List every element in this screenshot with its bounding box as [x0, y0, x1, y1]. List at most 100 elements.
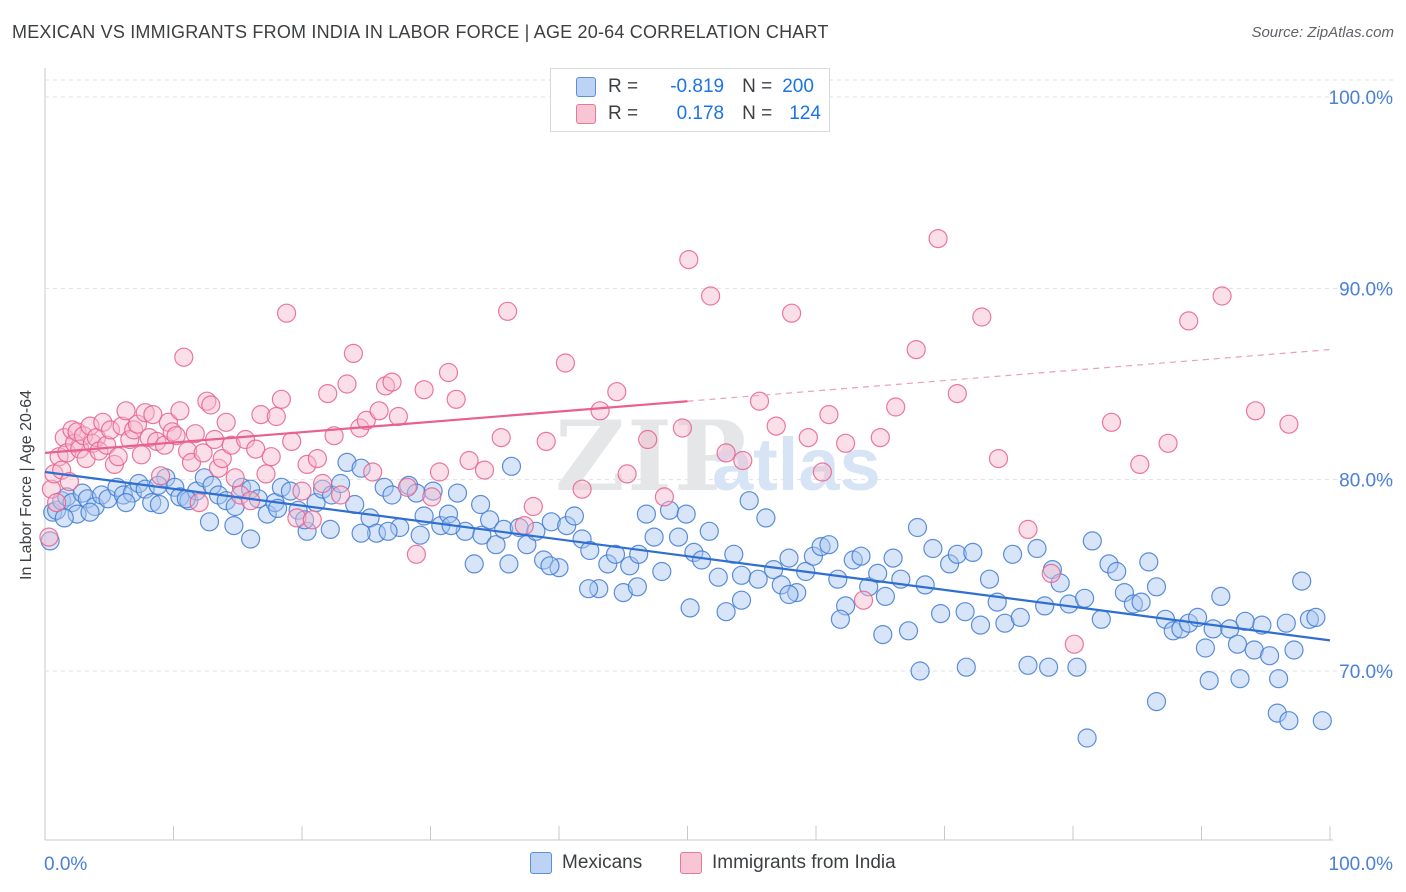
data-point-mexicans: [739, 491, 759, 511]
data-point-india: [819, 405, 839, 425]
data-point-mexicans: [241, 529, 261, 549]
chart-title: MEXICAN VS IMMIGRANTS FROM INDIA IN LABO…: [12, 22, 829, 42]
data-point-mexicans: [1203, 619, 1223, 639]
data-point-mexicans: [819, 535, 839, 555]
data-point-india: [459, 450, 479, 471]
data-point-mexicans: [194, 468, 214, 488]
data-point-mexicans: [297, 521, 317, 541]
data-point-mexicans: [1018, 655, 1038, 675]
data-point-india: [343, 343, 363, 363]
data-point-mexicans: [337, 452, 357, 472]
data-point-mexicans: [1292, 571, 1312, 591]
data-point-mexicans: [1199, 670, 1219, 691]
data-point-mexicans: [598, 554, 618, 574]
data-point-india: [429, 462, 450, 482]
data-point-mexicans: [1099, 554, 1119, 574]
data-point-india: [135, 403, 155, 423]
data-point-india: [124, 420, 144, 440]
data-point-india: [988, 449, 1009, 469]
data-point-india: [1158, 433, 1178, 453]
data-point-mexicans: [471, 494, 491, 515]
data-point-mexicans: [224, 515, 244, 536]
data-point-mexicans: [1035, 596, 1055, 616]
data-point-mexicans: [898, 621, 919, 641]
data-point-mexicans: [676, 504, 696, 524]
data-point-mexicans: [779, 548, 799, 568]
data-point-mexicans: [116, 493, 136, 513]
data-point-india: [193, 443, 213, 463]
data-point-india: [1041, 563, 1061, 584]
data-point-india: [947, 384, 967, 404]
data-point-india: [151, 466, 171, 486]
data-point-india: [120, 429, 140, 450]
data-point-india: [1212, 286, 1232, 306]
data-point-mexicans: [970, 615, 991, 635]
data-point-mexicans: [46, 500, 67, 520]
data-point-india: [356, 410, 376, 430]
data-point-mexicans: [1091, 609, 1111, 629]
data-point-india: [127, 414, 148, 434]
data-point-mexicans: [1306, 607, 1326, 628]
x-tick-label: 0.0%: [44, 854, 87, 875]
data-point-india: [638, 429, 658, 450]
data-point-mexicans: [410, 525, 430, 545]
data-point-india: [54, 428, 74, 448]
data-point-india: [590, 401, 610, 421]
data-point-mexicans: [438, 504, 459, 524]
data-point-mexicans: [756, 508, 776, 528]
data-point-india: [700, 286, 721, 306]
data-point-mexicans: [1230, 669, 1250, 689]
data-point-mexicans: [699, 521, 719, 541]
trend-line-india-extension: [687, 348, 1331, 402]
legend-n-label: N =: [742, 103, 773, 124]
data-point-india: [166, 426, 186, 446]
data-point-india: [221, 435, 241, 455]
data-point-mexicans: [1299, 609, 1320, 629]
data-point-india: [812, 462, 833, 482]
data-point-mexicans: [501, 456, 522, 476]
data-point-india: [870, 428, 890, 448]
data-point-india: [1279, 414, 1299, 434]
data-point-india: [97, 435, 117, 455]
data-point-india: [46, 493, 67, 513]
data-point-india: [256, 464, 276, 484]
y-tick-label: 80.0%: [1339, 471, 1393, 492]
data-point-mexicans: [1082, 531, 1102, 551]
data-point-india: [679, 250, 699, 270]
data-point-mexicans: [149, 494, 169, 515]
data-point-india: [414, 380, 434, 400]
data-point-mexicans: [613, 582, 633, 603]
data-point-india: [363, 462, 383, 482]
data-point-mexicans: [787, 582, 807, 603]
data-point-india: [208, 458, 229, 478]
y-tick-label: 70.0%: [1339, 662, 1393, 683]
bottom-legend-swatch-india: [680, 852, 702, 874]
legend-n-label: N =: [742, 76, 773, 97]
data-point-mexicans: [644, 527, 664, 547]
data-point-india: [307, 449, 327, 469]
data-point-mexicans: [423, 481, 443, 501]
data-point-mexicans: [680, 598, 700, 618]
bottom-legend-mexicans: Mexicans: [530, 852, 642, 874]
data-point-mexicans: [731, 590, 752, 610]
data-point-mexicans: [1027, 538, 1047, 559]
data-point-mexicans: [955, 602, 975, 622]
data-point-mexicans: [374, 477, 394, 497]
data-point-india: [438, 362, 459, 383]
data-point-india: [388, 406, 408, 427]
data-point-mexicans: [580, 540, 600, 561]
data-point-india: [251, 405, 271, 425]
data-point-mexicans: [1123, 594, 1144, 614]
data-point-india: [266, 406, 286, 427]
data-point-india: [261, 447, 281, 467]
data-point-mexicans: [1131, 592, 1151, 612]
data-point-india: [216, 412, 236, 432]
data-point-mexicans: [1146, 577, 1167, 597]
legend-r-label: R =: [608, 76, 639, 97]
y-tick-label: 90.0%: [1339, 279, 1393, 300]
data-point-mexicans: [1259, 646, 1280, 666]
data-point-mexicans: [873, 624, 893, 645]
data-point-mexicans: [915, 575, 935, 595]
data-point-mexicans: [499, 554, 519, 574]
legend-n-value-india: 124: [789, 103, 821, 124]
